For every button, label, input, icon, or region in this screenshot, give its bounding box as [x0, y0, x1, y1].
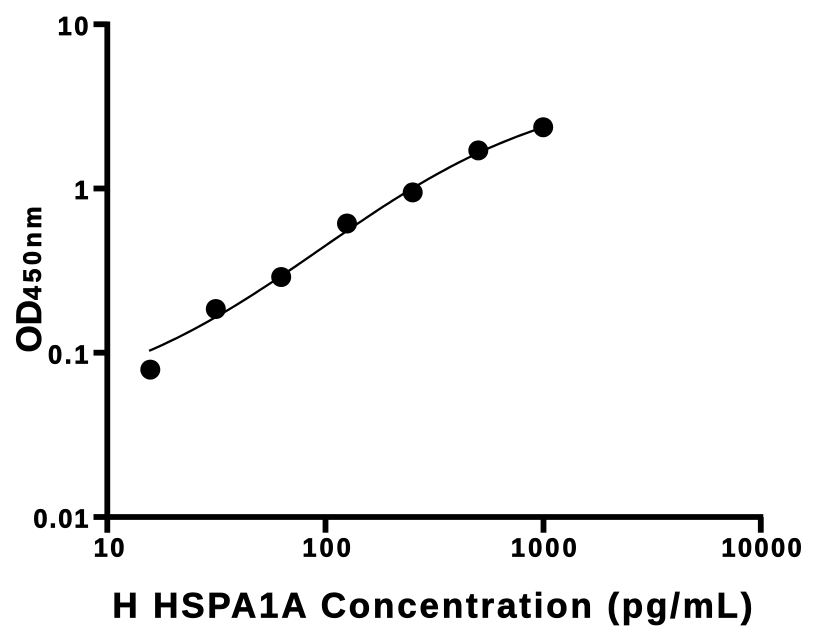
svg-text:H HSPA1A Concentration (pg/mL): H HSPA1A Concentration (pg/mL)	[112, 587, 755, 626]
svg-text:100: 100	[302, 535, 354, 563]
svg-text:10000: 10000	[721, 535, 804, 563]
svg-text:10: 10	[58, 13, 91, 41]
svg-text:10: 10	[94, 535, 127, 563]
svg-text:0.1: 0.1	[48, 341, 91, 369]
svg-text:0.01: 0.01	[33, 506, 90, 534]
svg-text:1000: 1000	[511, 535, 580, 563]
svg-text:1: 1	[74, 177, 88, 205]
